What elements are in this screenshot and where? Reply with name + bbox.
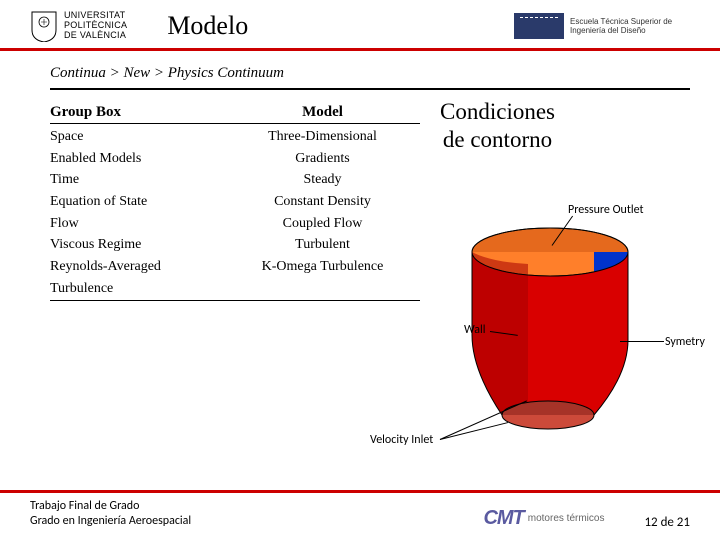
cell-group: Viscous Regime (50, 234, 225, 256)
cmt-logo: CMT motores térmicos (483, 507, 604, 530)
cell-group: Reynolds-Averaged Turbulence (50, 256, 225, 299)
footer-text: Trabajo Final de Grado Grado en Ingenier… (30, 493, 483, 530)
label-velocity-inlet: Velocity Inlet (370, 433, 433, 447)
page-number: 12 de 21 (644, 515, 690, 530)
shield-icon (30, 10, 58, 42)
label-pressure-outlet: Pressure Outlet (568, 203, 644, 217)
table-row: Enabled ModelsGradients (50, 148, 420, 170)
table-header-1: Group Box (50, 104, 225, 121)
cell-group: Equation of State (50, 191, 225, 213)
boundary-diagram: Pressure Outlet Wall Symetry Velocity In… (380, 205, 710, 475)
cell-group: Flow (50, 213, 225, 235)
table-row: Viscous RegimeTurbulent (50, 234, 420, 256)
table-row: FlowCoupled Flow (50, 213, 420, 235)
label-symmetry: Symetry (665, 335, 705, 349)
table-row: TimeSteady (50, 169, 420, 191)
cell-model: Steady (225, 169, 420, 191)
etsid-icon (514, 13, 564, 39)
label-wall: Wall (464, 323, 486, 337)
etsid-logo: Escuela Técnica Superior de Ingeniería d… (514, 13, 690, 39)
arrow-line (620, 341, 664, 342)
etsid-text: Escuela Técnica Superior de Ingeniería d… (570, 17, 690, 35)
table-row: Reynolds-Averaged TurbulenceK-Omega Turb… (50, 256, 420, 299)
cell-group: Time (50, 169, 225, 191)
model-table: Group Box Model SpaceThree-DimensionalEn… (50, 104, 420, 301)
cell-group: Enabled Models (50, 148, 225, 170)
table-bottom-rule (50, 300, 420, 301)
upv-logo: Universitat Politècnica de València (30, 10, 127, 42)
cell-model: Gradients (225, 148, 420, 170)
table-row: Equation of StateConstant Density (50, 191, 420, 213)
cell-group: Space (50, 126, 225, 148)
divider (50, 88, 690, 90)
table-header-2: Model (225, 104, 420, 121)
upv-text-3: de València (64, 31, 127, 41)
cell-model: Three-Dimensional (225, 126, 420, 148)
slide-title: Modelo (167, 11, 514, 41)
table-row: SpaceThree-Dimensional (50, 126, 420, 148)
boundary-conditions-title: Condiciones de contorno (440, 98, 555, 153)
breadcrumb: Continua > New > Physics Continuum (50, 65, 690, 82)
